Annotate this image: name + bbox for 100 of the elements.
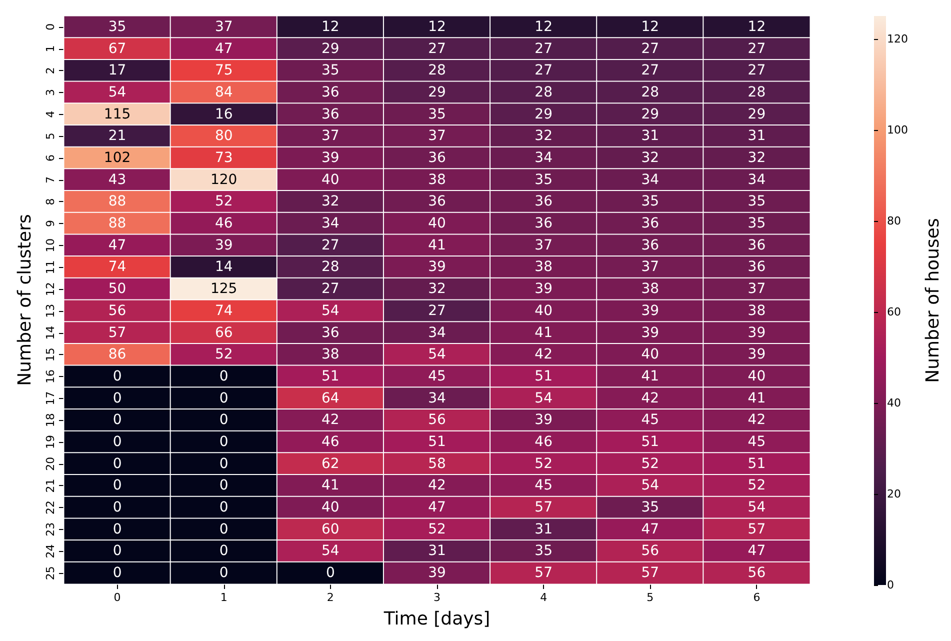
y-tick-label: 19 <box>44 435 57 449</box>
data-label: 52 <box>214 194 233 210</box>
data-label: 34 <box>641 172 660 188</box>
data-label: 45 <box>534 478 552 494</box>
data-label: 56 <box>748 565 766 582</box>
data-label: 57 <box>108 324 126 341</box>
data-label: 52 <box>214 346 233 363</box>
data-label: 21 <box>108 128 126 144</box>
data-label: 40 <box>322 172 340 188</box>
y-tick-label: 16 <box>44 369 57 384</box>
data-label: 41 <box>322 478 340 494</box>
x-tick-label: 1 <box>220 591 228 604</box>
data-label: 54 <box>748 500 766 516</box>
data-label: 56 <box>108 302 126 319</box>
data-label: 39 <box>534 281 552 298</box>
y-tick-label: 10 <box>44 238 57 252</box>
data-label: 0 <box>112 412 122 428</box>
data-label: 54 <box>534 390 553 406</box>
data-label: 27 <box>428 302 446 319</box>
data-label: 28 <box>428 62 446 79</box>
data-label: 47 <box>748 543 766 560</box>
data-label: 36 <box>534 216 553 232</box>
data-label: 64 <box>322 390 340 406</box>
data-label: 40 <box>748 368 766 384</box>
data-label: 32 <box>322 194 340 210</box>
data-label: 12 <box>534 18 552 35</box>
data-label: 0 <box>326 565 335 582</box>
y-tick-label: 24 <box>44 544 57 558</box>
data-label: 35 <box>748 194 766 210</box>
data-label: 39 <box>748 346 766 363</box>
data-label: 0 <box>219 565 228 582</box>
data-label: 37 <box>748 281 766 298</box>
data-label: 45 <box>748 434 766 450</box>
y-tick-label: 0 <box>44 23 57 30</box>
data-label: 38 <box>322 346 340 363</box>
data-label: 0 <box>219 543 228 560</box>
data-label: 31 <box>748 128 766 144</box>
data-label: 36 <box>748 259 766 276</box>
data-label: 0 <box>112 368 122 384</box>
data-label: 75 <box>214 62 233 79</box>
data-label: 39 <box>214 237 233 254</box>
data-label: 42 <box>641 390 660 406</box>
x-tick-label: 4 <box>540 591 548 604</box>
data-label: 120 <box>210 172 238 188</box>
y-tick-label: 8 <box>44 198 57 206</box>
data-label: 28 <box>641 84 660 100</box>
y-tick-label: 9 <box>44 220 57 228</box>
data-label: 27 <box>428 40 446 57</box>
data-label: 17 <box>108 62 126 79</box>
data-label: 88 <box>108 194 126 210</box>
data-label: 0 <box>219 500 228 516</box>
color-bar-label: 100 <box>887 123 908 136</box>
data-label: 36 <box>428 194 446 210</box>
data-label: 12 <box>322 18 340 35</box>
data-label: 0 <box>219 521 228 538</box>
x-tick-label: 0 <box>114 591 121 604</box>
data-label: 42 <box>534 346 552 363</box>
data-label: 39 <box>641 324 660 341</box>
y-tick-label: 12 <box>44 282 57 296</box>
data-label: 27 <box>534 62 552 79</box>
data-label: 36 <box>641 237 660 254</box>
data-label: 0 <box>219 412 228 428</box>
data-label: 28 <box>534 84 552 100</box>
data-label: 86 <box>108 346 126 363</box>
y-tick-label: 6 <box>44 154 57 162</box>
data-label: 40 <box>322 500 340 516</box>
data-label: 38 <box>428 172 446 188</box>
data-label: 102 <box>104 150 131 166</box>
data-label: 29 <box>428 84 446 100</box>
data-label: 35 <box>108 18 126 35</box>
data-label: 0 <box>112 543 122 560</box>
data-label: 40 <box>534 302 552 319</box>
color-bar-label: 60 <box>887 305 901 318</box>
data-label: 14 <box>214 259 233 276</box>
data-label: 66 <box>214 324 233 341</box>
data-label: 51 <box>428 434 446 450</box>
data-label: 50 <box>108 281 126 298</box>
data-label: 52 <box>534 456 552 472</box>
data-label: 38 <box>534 259 552 276</box>
y-tick-label: 4 <box>44 110 57 118</box>
data-label: 51 <box>748 456 766 472</box>
data-label: 46 <box>322 434 340 450</box>
data-label: 37 <box>534 237 552 254</box>
data-label: 67 <box>108 40 126 57</box>
data-label: 28 <box>322 259 340 276</box>
data-label: 56 <box>641 543 660 560</box>
data-label: 115 <box>104 106 131 122</box>
data-label: 36 <box>322 106 340 122</box>
data-label: 36 <box>641 216 660 232</box>
x-tick-label: 5 <box>646 591 654 604</box>
data-label: 27 <box>322 281 340 298</box>
data-label: 39 <box>534 412 552 428</box>
data-label: 40 <box>641 346 660 363</box>
data-label: 46 <box>534 434 553 450</box>
data-label: 57 <box>748 521 766 538</box>
data-label: 125 <box>210 281 238 298</box>
data-label: 31 <box>534 521 552 538</box>
y-tick-label: 2 <box>44 67 57 74</box>
data-label: 28 <box>748 84 766 100</box>
data-label: 29 <box>322 40 340 57</box>
